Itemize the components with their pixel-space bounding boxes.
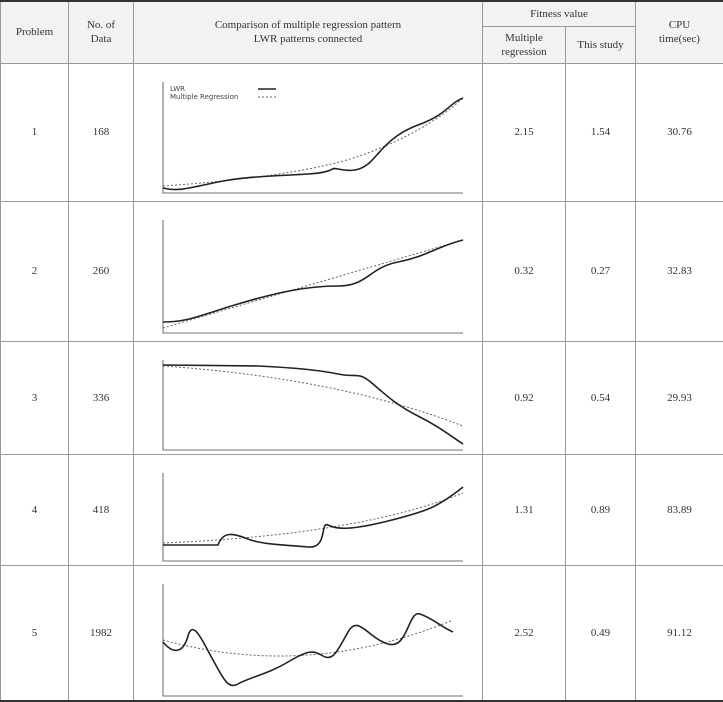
cell: 0.32: [483, 201, 566, 341]
mini-chart: LWR Multiple Regression: [148, 78, 468, 200]
chart-cell: [134, 341, 483, 454]
mini-chart: [148, 469, 468, 565]
header-cell: No. of Data: [69, 1, 134, 63]
cell: 418: [69, 454, 134, 565]
cell: 1.54: [566, 63, 636, 201]
cell: 0.89: [566, 454, 636, 565]
cell: 1: [1, 63, 69, 201]
cell: 91.12: [636, 565, 723, 701]
cell: 4: [1, 454, 69, 565]
cell: 336: [69, 341, 134, 454]
cell: 260: [69, 201, 134, 341]
mini-chart: [148, 216, 468, 340]
mini-chart: [148, 356, 468, 454]
cell: 2.52: [483, 565, 566, 701]
header-cell: CPU time(sec): [636, 1, 723, 63]
cell: 2: [1, 201, 69, 341]
mini-chart: [148, 580, 468, 700]
cell: 3: [1, 341, 69, 454]
cell: 168: [69, 63, 134, 201]
cell: 1982: [69, 565, 134, 701]
cell: 0.54: [566, 341, 636, 454]
cell: 29.93: [636, 341, 723, 454]
legend-label: Multiple Regression: [170, 93, 238, 101]
cell: 1.31: [483, 454, 566, 565]
cell: 0.27: [566, 201, 636, 341]
cell: 0.49: [566, 565, 636, 701]
cell: 5: [1, 565, 69, 701]
header-cell: Problem: [1, 1, 69, 63]
cell: 0.92: [483, 341, 566, 454]
cell: 2.15: [483, 63, 566, 201]
chart-cell: [134, 201, 483, 341]
chart-cell: [134, 565, 483, 701]
cell: 83.89: [636, 454, 723, 565]
header-cell: This study: [566, 26, 636, 63]
header-cell: Fitness value: [483, 1, 636, 26]
chart-cell: LWR Multiple Regression: [134, 63, 483, 201]
legend-label: LWR: [170, 85, 185, 93]
cell: 32.83: [636, 201, 723, 341]
header-cell: Multiple regression: [483, 26, 566, 63]
header-cell: Comparison of multiple regression patter…: [134, 1, 483, 63]
cell: 30.76: [636, 63, 723, 201]
chart-cell: [134, 454, 483, 565]
